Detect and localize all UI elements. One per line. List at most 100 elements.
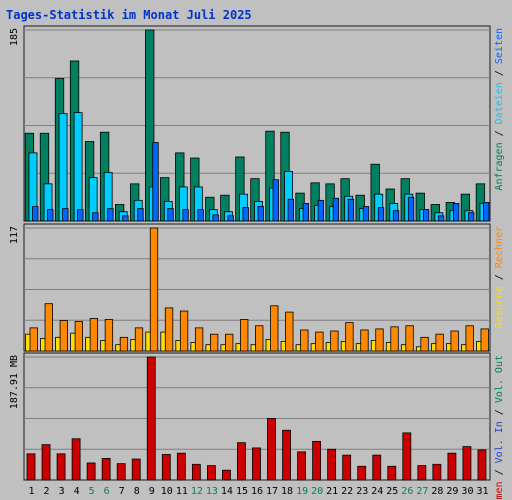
legend-item: Anfragen bbox=[494, 142, 505, 190]
bar-volume-day-9 bbox=[146, 356, 156, 481]
right-legend-bottom: Volumen / Vol. In / Vol. Out bbox=[494, 355, 505, 500]
day-label: 14 bbox=[221, 486, 233, 497]
bar-volume-day-5 bbox=[86, 462, 96, 481]
bar-rechner-day-22 bbox=[345, 322, 354, 352]
bar-seiten-day-19 bbox=[302, 203, 309, 222]
bar-volume-day-15 bbox=[237, 442, 246, 481]
bar-rechner-day-4 bbox=[74, 321, 83, 352]
bar-volume-day-17 bbox=[267, 418, 276, 481]
bar-rechner-day-1 bbox=[29, 327, 38, 352]
bar-volume-day-6 bbox=[101, 457, 111, 481]
legend-separator: / bbox=[494, 463, 505, 481]
bar-rechner-day-3 bbox=[59, 320, 68, 352]
legend-separator: / bbox=[494, 64, 505, 82]
bar-volume-day-12 bbox=[191, 463, 201, 481]
bar-volume-day-8 bbox=[131, 458, 141, 481]
day-label: 11 bbox=[176, 486, 188, 497]
day-label: 30 bbox=[461, 486, 473, 497]
bar-seiten-day-2 bbox=[47, 209, 54, 222]
bar-rechner-day-31 bbox=[480, 328, 489, 352]
day-label: 15 bbox=[236, 486, 248, 497]
bar-seiten-day-8 bbox=[137, 208, 144, 222]
bar-seiten-day-5 bbox=[92, 212, 99, 222]
bar-rechner-day-15 bbox=[240, 319, 249, 352]
bar-volume-day-22 bbox=[342, 454, 352, 481]
bar-volume-day-13 bbox=[206, 465, 216, 481]
bar-volume-day-10 bbox=[161, 454, 171, 481]
bar-volume-day-27 bbox=[417, 465, 427, 481]
day-label: 6 bbox=[104, 486, 110, 497]
bar-seiten-day-17 bbox=[272, 179, 279, 222]
legend-item: Volumen bbox=[494, 481, 505, 500]
bar-rechner-day-10 bbox=[164, 307, 174, 352]
day-label: 28 bbox=[431, 486, 443, 497]
day-label: 24 bbox=[371, 486, 383, 497]
bar-volume-day-23 bbox=[357, 465, 367, 481]
bar-volume-day-14 bbox=[222, 469, 231, 481]
bar-volume-day-20 bbox=[312, 440, 322, 481]
bar-volume-day-19 bbox=[297, 451, 306, 481]
bar-seiten-day-31 bbox=[483, 202, 490, 222]
bar-seiten-day-24 bbox=[377, 207, 385, 222]
bar-seiten-day-14 bbox=[227, 215, 234, 222]
bar-seiten-day-1 bbox=[32, 206, 39, 222]
bar-seiten-day-4 bbox=[77, 209, 84, 222]
legend-item: Besuche bbox=[494, 286, 505, 328]
day-label: 22 bbox=[341, 486, 353, 497]
bar-rechner-day-5 bbox=[89, 318, 99, 352]
bar-volume-day-29 bbox=[447, 452, 457, 481]
bar-seiten-day-18 bbox=[287, 198, 294, 222]
bar-seiten-day-27 bbox=[422, 209, 430, 222]
bar-seiten-day-23 bbox=[362, 206, 370, 222]
bar-seiten-day-30 bbox=[468, 212, 475, 222]
bar-rechner-day-6 bbox=[104, 319, 114, 352]
y-max-label: 185 bbox=[9, 28, 20, 46]
bar-volume-day-25 bbox=[387, 465, 397, 481]
bar-volume-day-16 bbox=[252, 447, 261, 481]
bar-seiten-day-3 bbox=[62, 208, 69, 222]
day-label: 20 bbox=[311, 486, 323, 497]
bar-volume-day-18 bbox=[282, 429, 291, 481]
bar-rechner-day-9 bbox=[149, 227, 159, 352]
bar-seiten-day-26 bbox=[407, 196, 415, 222]
day-label: 9 bbox=[149, 486, 155, 497]
bar-rechner-day-13 bbox=[209, 333, 219, 352]
panel-middle: 117 bbox=[9, 223, 491, 352]
bar-seiten-day-15 bbox=[242, 207, 249, 222]
bar-rechner-day-7 bbox=[119, 336, 129, 352]
bar-rechner-day-11 bbox=[179, 310, 189, 352]
day-label: 26 bbox=[401, 486, 413, 497]
day-label: 3 bbox=[59, 486, 65, 497]
bar-rechner-day-14 bbox=[225, 333, 234, 352]
y-max-label: 117 bbox=[9, 226, 20, 244]
day-label: 7 bbox=[119, 486, 125, 497]
bar-rechner-day-24 bbox=[375, 328, 384, 352]
bar-rechner-day-27 bbox=[420, 336, 429, 352]
bar-seiten-day-28 bbox=[437, 215, 445, 222]
bar-seiten-day-13 bbox=[212, 214, 219, 222]
legend-separator: / bbox=[494, 124, 505, 142]
bar-volume-day-24 bbox=[372, 454, 382, 481]
legend-item: Dateien bbox=[494, 82, 505, 124]
day-label: 18 bbox=[281, 486, 293, 497]
bar-rechner-day-26 bbox=[405, 325, 414, 352]
bar-volume-day-3 bbox=[56, 453, 66, 481]
legend-item: Seiten bbox=[494, 28, 505, 64]
bar-rechner-day-18 bbox=[285, 311, 294, 352]
day-label: 29 bbox=[446, 486, 458, 497]
right-legend-middle: Besuche / Rechner bbox=[494, 226, 505, 328]
bar-volume-day-2 bbox=[41, 444, 51, 481]
bar-volume-day-26 bbox=[402, 432, 412, 481]
bar-rechner-day-20 bbox=[315, 331, 324, 352]
bar-seiten-day-12 bbox=[197, 209, 204, 222]
bar-seiten-day-11 bbox=[182, 209, 189, 222]
legend-item: Vol. Out bbox=[494, 355, 505, 403]
right-legend-top: Anfragen / Dateien / Seiten bbox=[494, 28, 505, 191]
bar-volume-day-11 bbox=[176, 452, 186, 481]
bar-seiten-day-25 bbox=[392, 210, 400, 222]
day-label: 4 bbox=[74, 486, 80, 497]
day-label: 5 bbox=[89, 486, 95, 497]
day-label: 2 bbox=[44, 486, 50, 497]
